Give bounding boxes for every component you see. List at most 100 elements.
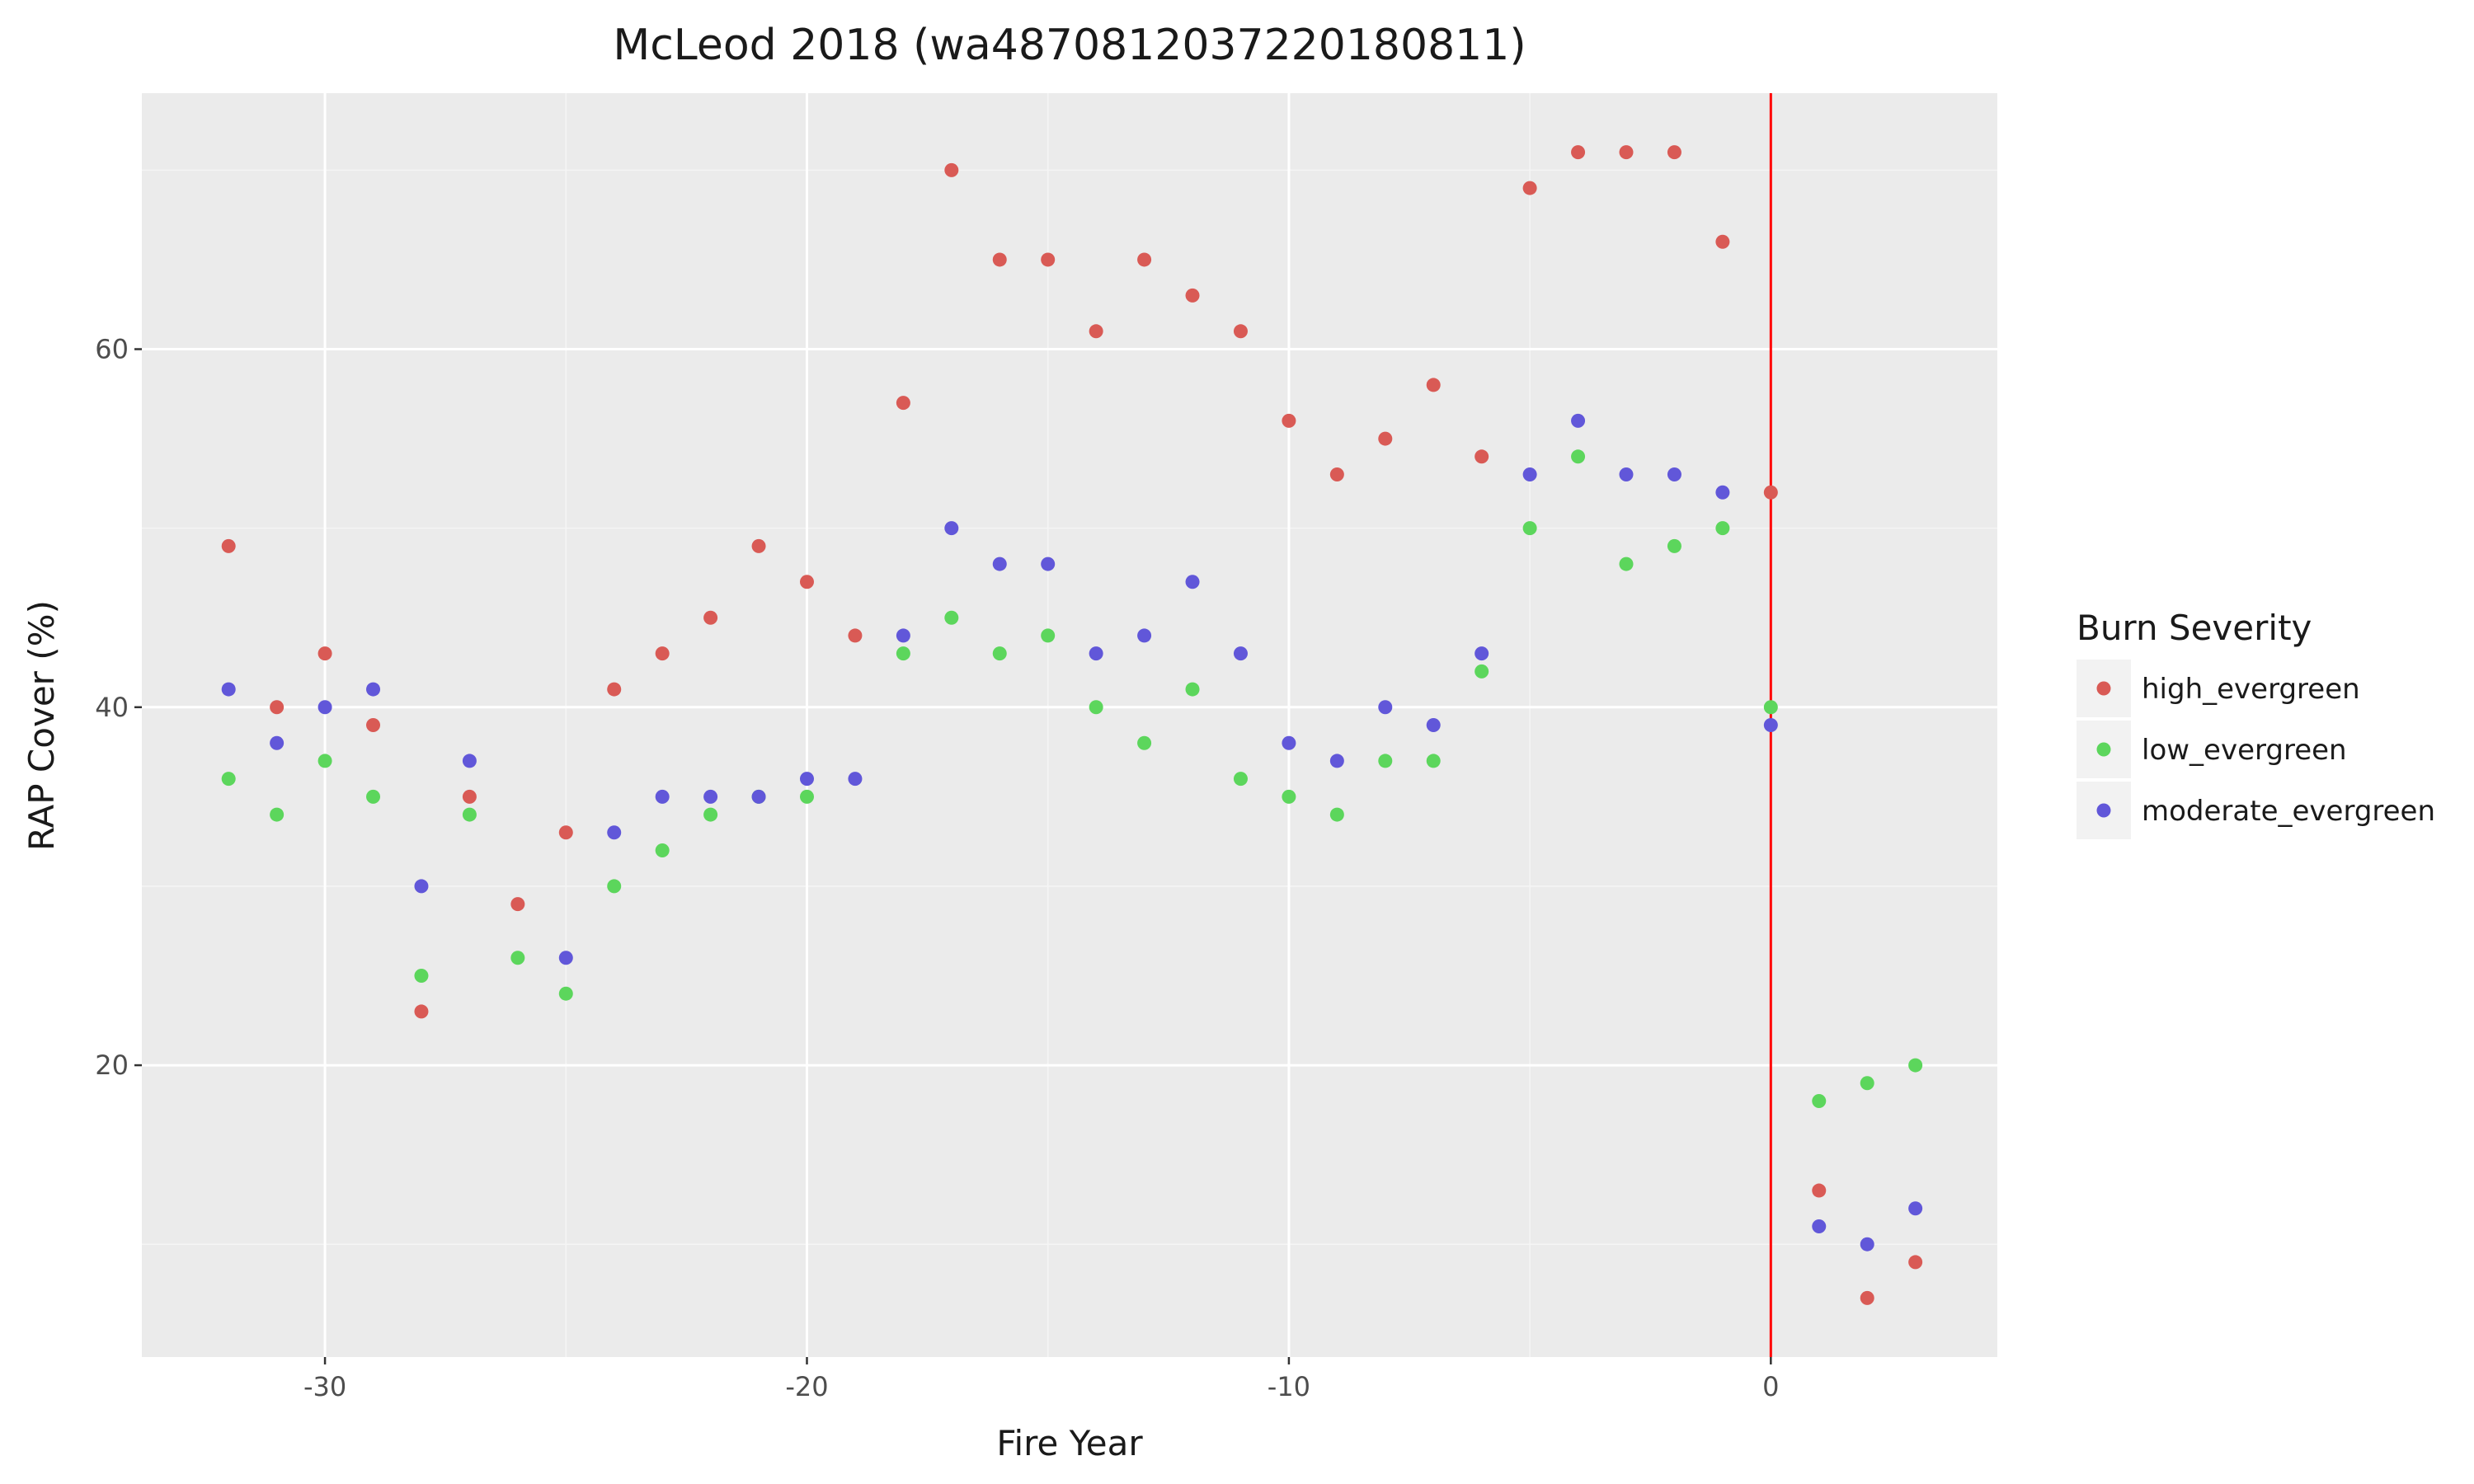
- data-point: [1860, 1237, 1874, 1252]
- data-point: [1089, 646, 1103, 661]
- data-point: [1426, 378, 1441, 392]
- points-layer: [221, 145, 1923, 1305]
- data-point: [510, 951, 525, 965]
- data-point: [1522, 181, 1537, 195]
- data-point: [1041, 252, 1056, 267]
- data-point: [992, 252, 1007, 267]
- data-point: [703, 610, 718, 625]
- data-point: [655, 646, 670, 661]
- data-point: [1812, 1093, 1827, 1108]
- y-axis-title: RAP Cover (%): [21, 600, 62, 851]
- data-point: [992, 646, 1007, 661]
- data-point: [1763, 485, 1778, 500]
- data-point: [1426, 754, 1441, 768]
- data-point: [944, 610, 959, 625]
- data-point: [1041, 556, 1056, 571]
- data-point: [1426, 718, 1441, 732]
- legend: Burn Severity high_evergreen low_evergree…: [2077, 608, 2435, 839]
- y-tick-label: 60: [95, 334, 129, 365]
- data-point: [1378, 431, 1393, 446]
- data-point: [1233, 772, 1248, 787]
- x-tick-label: -20: [785, 1371, 828, 1402]
- data-point: [462, 807, 477, 822]
- data-point: [462, 789, 477, 804]
- legend-title: Burn Severity: [2077, 608, 2312, 648]
- data-point: [1329, 807, 1344, 822]
- data-point: [1908, 1255, 1923, 1270]
- data-point: [270, 735, 285, 750]
- legend-marker: [2096, 803, 2111, 818]
- data-point: [221, 772, 236, 787]
- data-point: [896, 628, 910, 643]
- data-point: [1860, 1290, 1874, 1305]
- data-point: [1137, 252, 1152, 267]
- data-point: [1619, 556, 1634, 571]
- data-point: [751, 789, 766, 804]
- x-axis-ticks: -30 -20 -10 0: [303, 1357, 1780, 1402]
- legend-marker: [2096, 681, 2111, 696]
- data-point: [1475, 664, 1489, 679]
- data-point: [1571, 449, 1586, 464]
- x-tick-label: 0: [1762, 1371, 1779, 1402]
- y-axis-ticks: 20 40 60: [95, 334, 142, 1081]
- data-point: [992, 556, 1007, 571]
- data-point: [270, 700, 285, 715]
- data-point: [703, 789, 718, 804]
- legend-marker: [2096, 742, 2111, 757]
- x-tick-label: -10: [1268, 1371, 1310, 1402]
- data-point: [1185, 682, 1200, 697]
- data-point: [655, 843, 670, 857]
- minor-gridlines: [142, 93, 1997, 1357]
- data-point: [1185, 288, 1200, 303]
- data-point: [1089, 700, 1103, 715]
- data-point: [607, 825, 622, 840]
- x-axis-title: Fire Year: [996, 1423, 1143, 1463]
- data-point: [558, 986, 573, 1001]
- data-point: [1041, 628, 1056, 643]
- data-point: [1619, 467, 1634, 482]
- data-point: [896, 396, 910, 411]
- data-point: [1329, 467, 1344, 482]
- data-point: [1137, 735, 1152, 750]
- y-tick-label: 40: [95, 692, 129, 723]
- data-point: [1282, 413, 1296, 428]
- series-moderate_evergreen: [221, 413, 1923, 1252]
- data-point: [1282, 735, 1296, 750]
- data-point: [1619, 145, 1634, 160]
- data-point: [848, 772, 863, 787]
- data-point: [317, 646, 332, 661]
- data-point: [1860, 1076, 1874, 1091]
- data-point: [1763, 700, 1778, 715]
- data-point: [703, 807, 718, 822]
- data-point: [1763, 718, 1778, 732]
- data-point: [558, 825, 573, 840]
- data-point: [848, 628, 863, 643]
- data-point: [317, 700, 332, 715]
- data-point: [1378, 754, 1393, 768]
- data-point: [221, 682, 236, 697]
- data-point: [1571, 413, 1586, 428]
- data-point: [1089, 324, 1103, 339]
- series-high_evergreen: [221, 145, 1923, 1305]
- data-point: [1137, 628, 1152, 643]
- data-point: [270, 807, 285, 822]
- data-point: [1812, 1219, 1827, 1233]
- data-point: [1571, 145, 1586, 160]
- data-point: [1715, 521, 1730, 536]
- data-point: [366, 682, 381, 697]
- data-point: [414, 1004, 429, 1019]
- data-point: [1233, 324, 1248, 339]
- data-point: [1522, 467, 1537, 482]
- data-point: [1908, 1201, 1923, 1216]
- data-point: [1667, 145, 1681, 160]
- chart-title: McLeod 2018 (wa48708120372201808​11): [613, 21, 1526, 70]
- data-point: [414, 879, 429, 894]
- data-point: [607, 682, 622, 697]
- data-point: [1812, 1183, 1827, 1198]
- data-point: [1475, 646, 1489, 661]
- data-point: [1233, 646, 1248, 661]
- data-point: [1908, 1058, 1923, 1073]
- legend-label: low_evergreen: [2142, 734, 2347, 767]
- data-point: [1378, 700, 1393, 715]
